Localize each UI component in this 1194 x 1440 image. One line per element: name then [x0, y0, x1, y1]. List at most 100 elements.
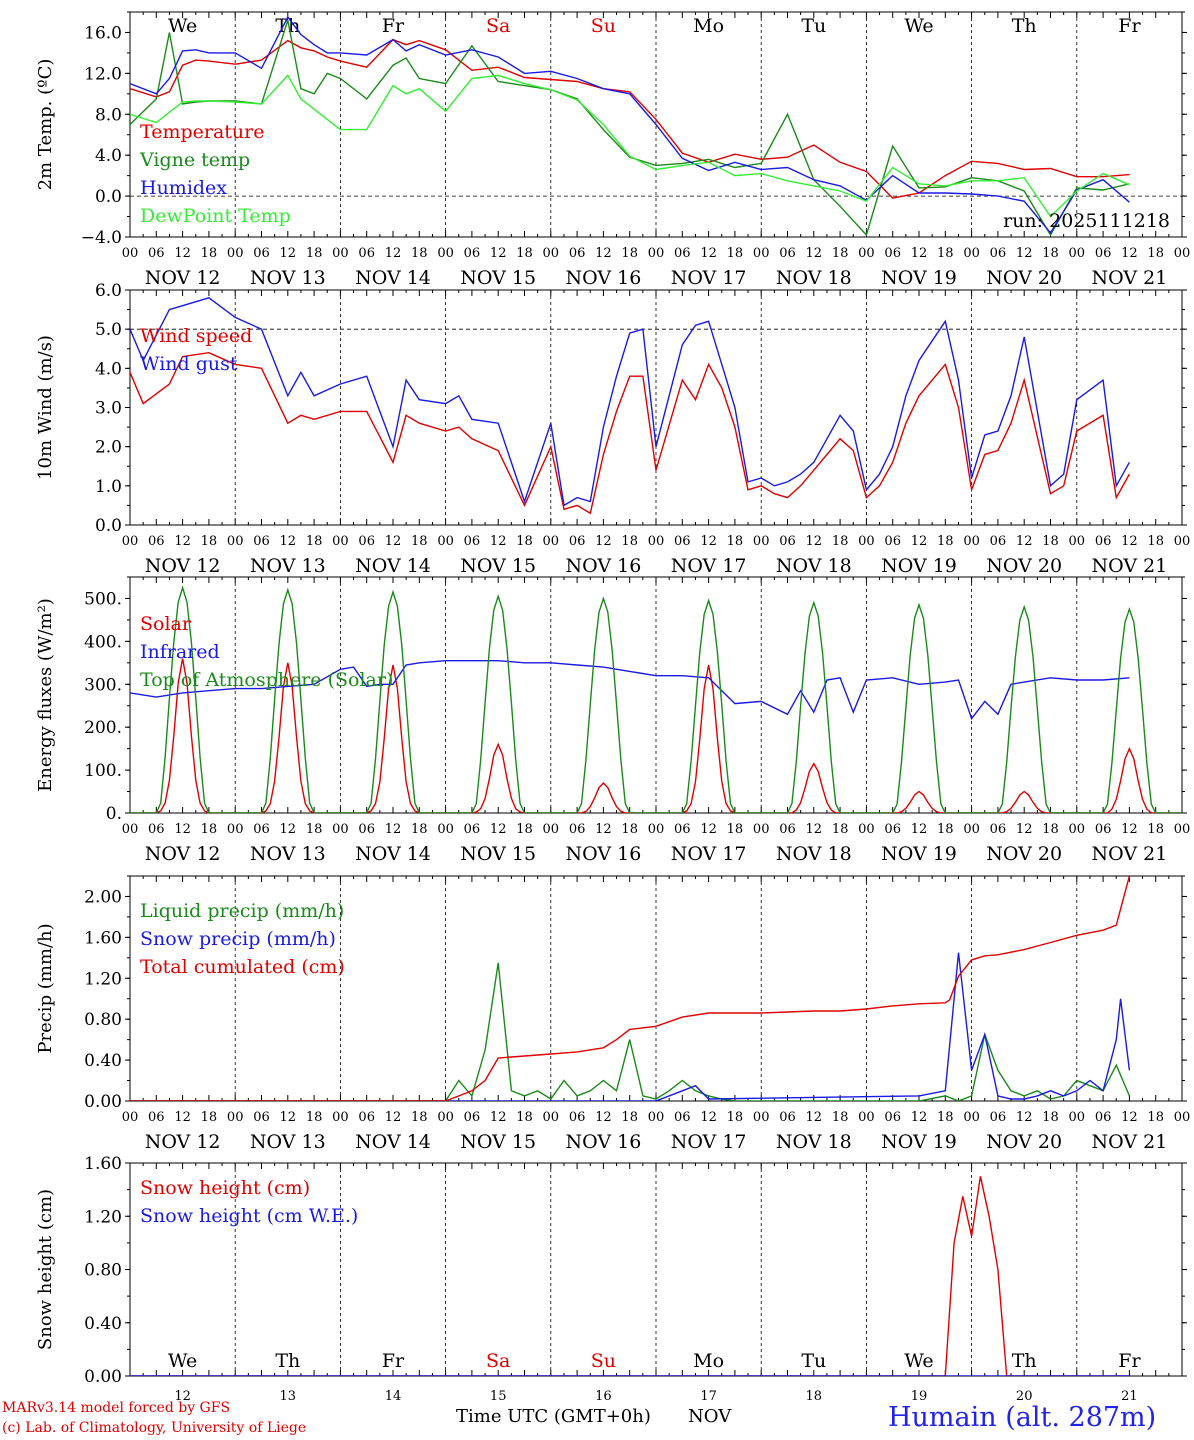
y-tick-label: 200.	[84, 718, 122, 738]
x-hour-label: 12	[911, 1110, 928, 1125]
y-tick-label: 1.60	[84, 1154, 122, 1174]
weekday-label: Tu	[801, 15, 826, 37]
x-hour-label: 00	[543, 534, 560, 549]
x-hour-label: 00	[227, 534, 244, 549]
x-hour-label: 18	[727, 246, 744, 261]
x-hour-label: 18	[1147, 822, 1164, 837]
series-line-wind-gust	[130, 297, 1131, 507]
x-hour-label: 12	[1016, 246, 1033, 261]
x-date-label: NOV 12	[145, 1131, 221, 1153]
x-hour-label: 18	[306, 822, 323, 837]
x-hour-label: 06	[779, 246, 796, 261]
x-hour-label: 00	[1069, 246, 1086, 261]
x-hour-label: 18	[832, 246, 849, 261]
x-hour-label: 06	[1095, 822, 1112, 837]
x-day-number: 15	[490, 1389, 507, 1404]
x-hour-label: 06	[990, 1110, 1007, 1125]
x-date-label: NOV 20	[986, 1131, 1062, 1153]
x-hour-label: 18	[832, 822, 849, 837]
y-tick-label: −4.0	[81, 228, 122, 248]
x-hour-label: 18	[516, 534, 533, 549]
x-hour-label: 06	[358, 534, 375, 549]
x-hour-label: 12	[1121, 1110, 1138, 1125]
y-tick-label: 0.00	[84, 1367, 122, 1387]
x-hour-label: 06	[569, 822, 586, 837]
x-hour-label: 00	[858, 534, 875, 549]
x-hour-label: 00	[122, 1110, 139, 1125]
x-hour-label: 00	[858, 822, 875, 837]
x-date-label: NOV 21	[1091, 1131, 1167, 1153]
x-hour-label: 00	[1069, 822, 1086, 837]
y-tick-label: 12.0	[84, 64, 122, 84]
y-tick-label: 0.0	[95, 187, 122, 207]
x-hour-label: 18	[411, 534, 428, 549]
x-hour-label: 00	[858, 1110, 875, 1125]
x-hour-label: 06	[464, 246, 481, 261]
weekday-label: Fr	[1118, 1350, 1141, 1372]
y-tick-label: 1.60	[84, 928, 122, 948]
x-date-label: NOV 13	[250, 1131, 326, 1153]
x-hour-label: 06	[148, 1110, 165, 1125]
x-hour-label: 00	[963, 1110, 980, 1125]
x-hour-label: 06	[253, 1110, 270, 1125]
x-axis-label: Time UTC (GMT+0h)	[456, 1406, 651, 1427]
x-date-label: NOV 20	[986, 555, 1062, 577]
series-line-solar	[130, 658, 1182, 813]
x-hour-label: 06	[569, 246, 586, 261]
x-hour-label: 06	[148, 822, 165, 837]
x-hour-label: 06	[148, 534, 165, 549]
run-label: run: 2025111218	[1003, 210, 1170, 232]
x-hour-label: 00	[1174, 822, 1191, 837]
x-hour-label: 06	[569, 1110, 586, 1125]
x-hour-label: 18	[201, 246, 218, 261]
x-hour-label: 00	[1174, 534, 1191, 549]
x-hour-label: 00	[437, 246, 454, 261]
x-hour-label: 18	[306, 1110, 323, 1125]
series-line-vigne-temp	[130, 19, 1130, 237]
x-hour-label: 12	[700, 1110, 717, 1125]
x-hour-label: 06	[779, 534, 796, 549]
x-hour-label: 12	[595, 1110, 612, 1125]
x-hour-label: 12	[911, 246, 928, 261]
weekday-label: We	[904, 1350, 933, 1372]
x-hour-label: 00	[1069, 534, 1086, 549]
x-date-label: NOV 14	[355, 555, 431, 577]
station-label: Humain (alt. 287m)	[888, 1402, 1157, 1433]
x-date-label: NOV 12	[145, 843, 221, 865]
series-line-wind-speed	[130, 351, 1131, 515]
x-day-number: 17	[700, 1389, 717, 1404]
x-hour-label: 06	[674, 534, 691, 549]
y-tick-label: 400.	[84, 632, 122, 652]
weekday-label: Mo	[693, 15, 724, 37]
y-tick-label: 500.	[84, 589, 122, 609]
x-date-label: NOV 14	[355, 267, 431, 289]
x-hour-label: 18	[621, 1110, 638, 1125]
x-day-number: 14	[385, 1389, 402, 1404]
y-tick-label: 100.	[84, 761, 122, 781]
weekday-label: We	[904, 15, 933, 37]
x-day-number: 16	[595, 1389, 612, 1404]
y-axis-label: Precip (mm/h)	[35, 923, 56, 1053]
weekday-label: Th	[275, 15, 300, 37]
x-date-label: NOV 13	[250, 843, 326, 865]
y-tick-label: 2.0	[95, 438, 122, 458]
panel-precip: 2.00 1.60 1.20 0.80 0.40 0.00 Precip (mm/h) 00 0…	[35, 875, 1190, 1153]
x-hour-label: 12	[700, 822, 717, 837]
x-hour-label: 12	[490, 822, 507, 837]
x-hour-label: 12	[806, 822, 823, 837]
x-hour-label: 18	[516, 1110, 533, 1125]
x-hour-label: 12	[595, 822, 612, 837]
x-hour-label: 18	[411, 822, 428, 837]
weekday-label: Su	[591, 15, 616, 37]
x-hour-label: 18	[937, 1110, 954, 1125]
x-day-number: 21	[1121, 1389, 1138, 1404]
x-hour-label: 18	[1147, 1110, 1164, 1125]
x-date-label: NOV 18	[776, 1131, 852, 1153]
weekday-label: Fr	[1118, 15, 1141, 37]
x-hour-label: 12	[1016, 1110, 1033, 1125]
x-hour-label: 06	[464, 534, 481, 549]
panel-wind: 6.0 5.0 4.0 3.0 2.0 1.0 0.0 10m Wind (m/s) 00 06 1…	[35, 281, 1190, 577]
x-hour-label: 00	[753, 822, 770, 837]
x-hour-label: 06	[884, 246, 901, 261]
